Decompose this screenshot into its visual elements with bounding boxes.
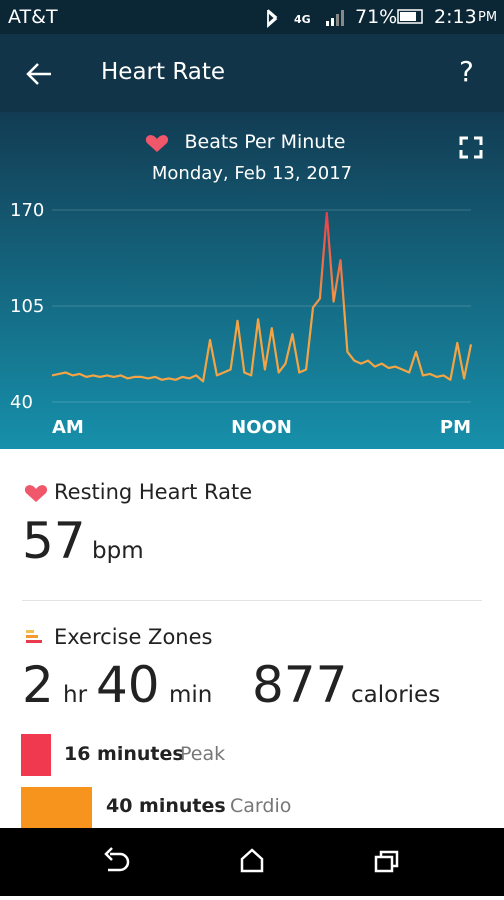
- clock: 2:13: [434, 6, 477, 28]
- back-nav[interactable]: [104, 847, 130, 872]
- recents-nav[interactable]: [374, 850, 399, 873]
- zones-title: Exercise Zones: [54, 625, 213, 649]
- page-title: Heart Rate: [101, 59, 226, 85]
- resting-unit: bpm: [92, 538, 144, 564]
- help-button[interactable]: ?: [459, 55, 474, 88]
- calories-unit: calories: [351, 682, 441, 708]
- chart-title: Beats Per Minute: [185, 131, 346, 153]
- chart-panel: Beats Per Minute Monday, Feb 13, 2017 40…: [0, 112, 504, 449]
- zone-name: Peak: [180, 743, 226, 765]
- x-tick-label: NOON: [231, 417, 292, 438]
- peak-swatch: [21, 734, 51, 776]
- chart-subtitle: Monday, Feb 13, 2017: [152, 163, 352, 184]
- minutes-unit: min: [169, 682, 213, 708]
- y-tick-label: 170: [10, 200, 44, 221]
- svg-text:4G: 4G: [294, 13, 311, 26]
- cardio-swatch: [21, 787, 92, 828]
- chart: Beats Per Minute Monday, Feb 13, 2017 40…: [10, 131, 483, 438]
- zone-minutes: 16 minutes: [64, 743, 184, 765]
- heart-icon: [24, 485, 48, 502]
- header: Heart Rate ?: [0, 34, 504, 112]
- clock-ampm: PM: [478, 10, 498, 25]
- zones-icon: [26, 630, 42, 643]
- zone-name: Cardio: [230, 795, 292, 817]
- hours-unit: hr: [63, 682, 88, 708]
- minutes-value: 40: [96, 656, 160, 714]
- battery-icon: [397, 9, 423, 24]
- x-tick-label: AM: [52, 417, 84, 438]
- fullscreen-button[interactable]: [459, 136, 483, 159]
- calories-value: 877: [252, 656, 348, 714]
- status-bar: AT&T 4G 71% 2:13 PM: [0, 0, 504, 34]
- carrier: AT&T: [8, 6, 58, 28]
- y-tick-label: 40: [10, 392, 33, 413]
- status-icons: 4G: [267, 9, 344, 28]
- nav-bar: [0, 828, 504, 896]
- heart-rate-line: [51, 211, 473, 383]
- resting-title: Resting Heart Rate: [54, 480, 253, 504]
- hours-value: 2: [22, 656, 54, 714]
- heart-icon: [145, 135, 169, 152]
- resting-value: 57: [22, 512, 86, 570]
- zone-minutes: 40 minutes: [106, 795, 226, 817]
- home-nav[interactable]: [240, 848, 264, 873]
- battery-text: 71%: [355, 6, 398, 28]
- x-tick-label: PM: [440, 417, 471, 438]
- back-button[interactable]: [26, 62, 54, 86]
- y-tick-label: 105: [10, 296, 44, 317]
- nav-buttons: [104, 847, 399, 873]
- divider: [22, 600, 482, 601]
